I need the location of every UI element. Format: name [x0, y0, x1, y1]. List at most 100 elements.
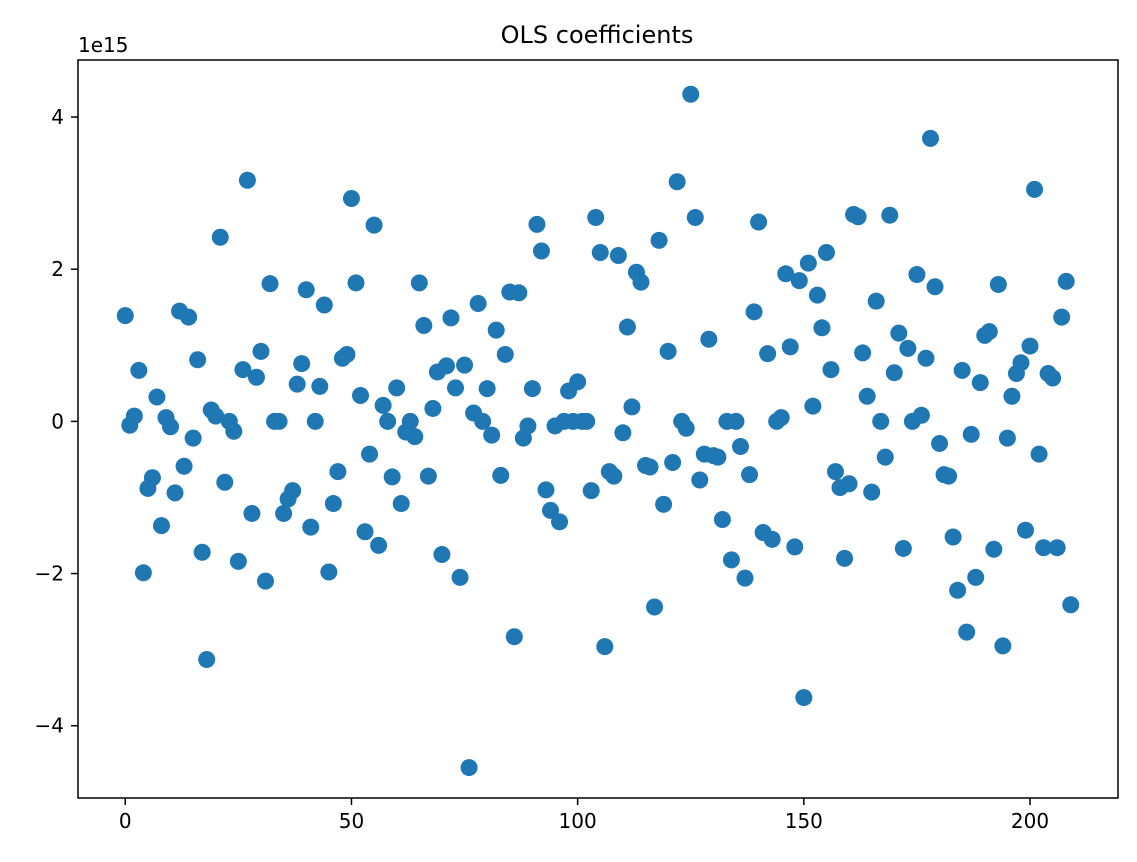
data-point: [795, 689, 813, 707]
data-point: [569, 373, 587, 391]
data-point: [469, 294, 487, 312]
data-point: [288, 375, 306, 393]
data-point: [700, 330, 718, 348]
data-point: [505, 628, 523, 646]
data-point: [578, 412, 596, 430]
data-point: [1003, 387, 1021, 405]
data-point: [777, 265, 795, 283]
data-point: [257, 572, 275, 590]
data-point: [148, 388, 166, 406]
data-point: [338, 345, 356, 363]
data-point: [193, 543, 211, 561]
data-point: [356, 523, 374, 541]
data-point: [324, 495, 342, 513]
data-point: [863, 483, 881, 501]
data-point: [252, 342, 270, 360]
data-point: [456, 356, 474, 374]
data-point: [510, 284, 528, 302]
data-point: [713, 511, 731, 529]
data-point: [451, 568, 469, 586]
data-point: [297, 281, 315, 299]
data-point: [858, 387, 876, 405]
data-point: [388, 379, 406, 397]
data-point: [410, 274, 428, 292]
data-point: [184, 429, 202, 447]
data-point: [437, 357, 455, 375]
data-point: [958, 623, 976, 641]
y-tick-label: −4: [35, 714, 64, 738]
data-point: [216, 473, 234, 491]
data-point: [854, 344, 872, 362]
data-point: [284, 482, 302, 500]
data-point: [609, 247, 627, 265]
data-point: [247, 368, 265, 386]
data-point: [682, 85, 700, 103]
data-point: [261, 275, 279, 293]
data-point: [677, 419, 695, 437]
data-point: [908, 266, 926, 284]
data-point: [998, 429, 1016, 447]
data-point: [1021, 337, 1039, 355]
data-point: [736, 569, 754, 587]
data-point: [799, 254, 817, 272]
x-tick-label: 200: [1011, 809, 1049, 833]
data-point: [315, 296, 333, 314]
data-point: [442, 309, 460, 327]
data-point: [361, 445, 379, 463]
data-point: [152, 517, 170, 535]
data-point: [478, 380, 496, 398]
data-point: [415, 317, 433, 335]
data-point: [229, 552, 247, 570]
data-point: [786, 538, 804, 556]
data-point: [722, 551, 740, 569]
data-point: [772, 409, 790, 427]
data-point: [243, 504, 261, 522]
data-point: [944, 528, 962, 546]
data-point: [1030, 445, 1048, 463]
data-point: [532, 242, 550, 260]
data-point: [668, 173, 686, 191]
data-points: [116, 85, 1080, 777]
data-point: [763, 530, 781, 548]
data-point: [447, 379, 465, 397]
y-tick-label: 0: [51, 409, 64, 433]
data-point: [781, 338, 799, 356]
data-point: [840, 475, 858, 493]
data-point: [537, 481, 555, 499]
data-point: [198, 651, 216, 669]
data-point: [1048, 539, 1066, 557]
data-point: [166, 484, 184, 502]
data-point: [311, 377, 329, 395]
data-point: [225, 422, 243, 440]
data-point: [836, 549, 854, 567]
data-point: [994, 637, 1012, 655]
x-tick-label: 100: [559, 809, 597, 833]
data-point: [632, 273, 650, 291]
data-point: [238, 171, 256, 189]
data-point: [1044, 369, 1062, 387]
data-point: [379, 412, 397, 430]
data-point: [727, 412, 745, 430]
data-point: [967, 568, 985, 586]
data-point: [306, 412, 324, 430]
data-point: [189, 351, 207, 369]
x-tick-label: 150: [785, 809, 823, 833]
data-point: [352, 387, 370, 405]
data-point: [659, 342, 677, 360]
data-point: [591, 243, 609, 261]
data-point: [655, 495, 673, 513]
data-point: [551, 513, 569, 531]
data-point: [1012, 354, 1030, 372]
data-point: [931, 434, 949, 452]
data-point: [143, 469, 161, 487]
data-point: [134, 564, 152, 582]
data-point: [542, 501, 560, 519]
data-point: [691, 471, 709, 489]
data-point: [460, 759, 478, 777]
data-point: [374, 396, 392, 414]
data-point: [392, 495, 410, 513]
data-point: [804, 397, 822, 415]
data-point: [826, 463, 844, 481]
data-point: [347, 274, 365, 292]
